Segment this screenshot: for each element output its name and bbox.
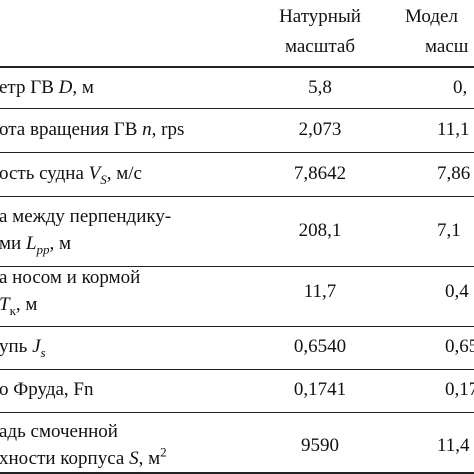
label-part: L xyxy=(25,233,37,254)
model-value: 0,65 xyxy=(445,336,474,357)
full-scale-value: 5,8 xyxy=(308,77,332,98)
rule xyxy=(0,326,474,327)
label-part: упь xyxy=(0,335,33,357)
model-value: 0,17 xyxy=(445,379,474,400)
label-part: , м xyxy=(138,448,161,469)
rule xyxy=(0,108,474,109)
model-value: 7,1 xyxy=(437,220,461,241)
label-part: етр ГВ xyxy=(0,76,59,98)
label-part: а носом и кормой xyxy=(0,267,141,288)
label-part: ота вращения ГВ xyxy=(0,118,143,140)
row-label: а носом и кормой xyxy=(0,265,140,291)
full-scale-value: 7,8642 xyxy=(293,163,347,184)
label-part: J xyxy=(32,335,41,357)
row-label: ота вращения ГВ n, rps xyxy=(0,117,184,143)
label-part: хности корпуса xyxy=(0,448,130,469)
label-part: s xyxy=(40,344,46,360)
full-scale-value: 208,1 xyxy=(298,220,342,241)
full-scale-value: 0,1741 xyxy=(293,379,347,400)
label-part: , м xyxy=(15,294,38,315)
rule xyxy=(0,152,474,153)
full-scale-value: 2,073 xyxy=(298,119,342,140)
full-scale-value: 11,7 xyxy=(303,281,337,302)
rule xyxy=(0,266,474,267)
row-label: ость судна VS, м/с xyxy=(0,161,142,187)
full-scale-value: 9590 xyxy=(301,435,339,456)
label-part: V xyxy=(88,162,101,184)
label-part: S xyxy=(129,448,139,469)
header-text: Натурный xyxy=(279,6,361,27)
row-label: упь Js xyxy=(0,334,46,360)
label-part: , м/с xyxy=(106,162,142,184)
label-part: T xyxy=(0,294,10,315)
label-part: S xyxy=(100,171,107,187)
full-scale-value: 0,6540 xyxy=(293,336,347,357)
label-part: ми xyxy=(0,233,26,254)
rule xyxy=(0,472,474,474)
label-part: ость судна xyxy=(0,162,89,184)
label-part: к xyxy=(9,302,16,318)
label-part: , м xyxy=(72,76,94,98)
rule xyxy=(0,369,474,370)
row-label: а между перпендику- xyxy=(0,204,171,230)
header-text: масш xyxy=(425,36,469,57)
header-text: Модел xyxy=(405,6,458,27)
model-value: 11,1 xyxy=(437,119,470,140)
label-part: n xyxy=(142,118,152,140)
header-text: масштаб xyxy=(284,36,356,57)
row-label: етр ГВ D, м xyxy=(0,75,94,101)
row-label: ми Lpp, м xyxy=(0,231,71,257)
row-label: адь смоченной xyxy=(0,419,118,445)
model-value: 0, xyxy=(453,77,468,98)
label-part: pp xyxy=(36,241,50,257)
label-part: , rps xyxy=(151,118,185,140)
model-value: 11,4 xyxy=(437,435,470,456)
row-label: хности корпуса S, м2 xyxy=(0,446,167,472)
row-label: о Фруда, Fn xyxy=(0,377,93,403)
label-part: D xyxy=(58,76,73,98)
rule xyxy=(0,412,474,413)
label-part: адь смоченной xyxy=(0,421,118,442)
label-part: , м xyxy=(49,233,72,254)
model-value: 0,4 xyxy=(445,281,469,302)
rule xyxy=(0,66,474,68)
row-label: Tк, м xyxy=(0,292,37,318)
rule xyxy=(0,196,474,197)
model-value: 7,86 xyxy=(437,163,471,184)
label-part: 2 xyxy=(160,444,167,460)
label-part: о Фруда, Fn xyxy=(0,378,94,400)
label-part: а между перпендику- xyxy=(0,206,172,227)
